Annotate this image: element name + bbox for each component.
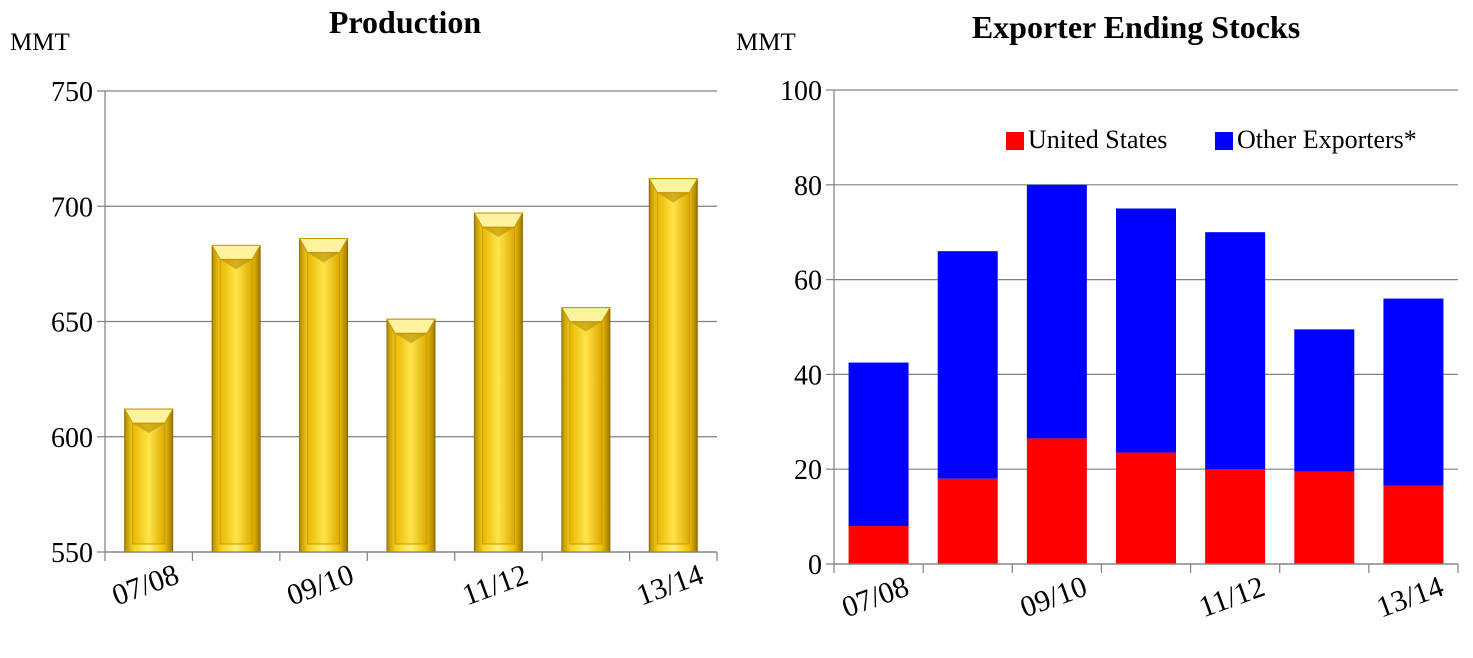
bar-segment [937,478,998,564]
bar-segment [1116,208,1176,453]
bar-top-bevel [298,238,349,254]
bar-segment [1026,184,1087,439]
x-tick-labels: 07/08 09/10 11/12 13/14 [108,558,708,612]
bar [386,318,436,553]
y-tick-label: 700 [51,192,93,223]
legend-label-united-states: United States [1028,125,1167,154]
bar-top-bevel [648,178,699,194]
legend-swatch-other-exporters [1215,132,1233,150]
bar-top-bevel [123,408,174,424]
x-tick-label: 09/10 [1016,570,1092,624]
production-chart-svg: Production MMT 550 600 650 700 750 07/08 09/1… [10,4,718,612]
y-axis-unit-label: MMT [736,29,796,56]
x-tick-label: 13/14 [1372,570,1448,624]
exporter-stocks-chart-svg: Exporter Ending Stocks MMT 020406080100 … [736,9,1459,624]
axes [97,90,718,561]
bar-bevel [132,422,166,545]
bar-segment [1026,438,1087,564]
x-tick-label: 11/12 [1195,570,1269,624]
bar [648,178,699,553]
y-tick-label: 80 [794,171,822,202]
bar-segment [1383,485,1444,564]
y-tick-label: 650 [51,308,93,339]
x-tick-label: 09/10 [283,558,359,612]
bar-segment [1205,469,1266,564]
bar-top-shadow [657,192,690,203]
y-tick-label: 60 [794,266,822,297]
bar-top-shadow [220,259,253,270]
y-tick-labels: 0 20 40 60 80 100 [780,76,822,581]
chart-title: Exporter Ending Stocks [972,9,1300,45]
bar [560,307,611,553]
bar-segment [1383,298,1444,486]
bar-top-bevel [473,212,524,228]
bar [123,408,174,553]
bar-bevel [394,332,428,545]
bar-segment [848,526,909,564]
bar-segment [1294,329,1355,472]
bar-top-bevel [211,244,262,260]
legend-label-other-exporters: Other Exporters* [1237,125,1417,154]
bar-top-bevel [386,318,436,334]
bar-segment [1294,471,1355,564]
y-tick-label: 20 [794,455,822,486]
bar [298,238,349,553]
y-tick-label: 750 [51,77,93,108]
stacked-bars [848,184,1444,564]
bar-bevel [307,252,341,545]
x-tick-label: 13/14 [632,558,708,612]
x-tick-label: 11/12 [458,558,532,612]
bar-bevel [481,226,515,545]
bar-segment [848,362,909,527]
y-tick-label: 100 [780,76,822,107]
bar-top-shadow [307,252,340,263]
x-tick-label: 07/08 [838,570,914,624]
legend-swatch-united-states [1006,132,1024,150]
bar-bevel [569,321,603,545]
y-axis-unit-label: MMT [10,29,70,56]
bar-top-shadow [395,333,427,344]
bar-bevel [219,258,253,545]
bar [473,212,524,553]
bars [123,178,699,553]
bar-segment [1205,232,1266,470]
chart-title: Production [329,4,482,40]
bar-top-shadow [132,423,165,434]
production-chart: Production MMT 550 600 650 700 750 07/08 09/1… [0,0,736,653]
x-tick-label: 07/08 [108,558,184,612]
bar-segment [937,251,998,479]
y-tick-labels: 550 600 650 700 750 [51,77,93,569]
legend: United States Other Exporters* [1006,125,1417,154]
y-tick-label: 550 [51,538,93,569]
exporter-stocks-chart: Exporter Ending Stocks MMT 0 20 40 60 80 100 … [736,0,1473,653]
bar [211,244,262,553]
bar-top-shadow [482,227,515,238]
bar-segment [1116,452,1176,564]
bar-top-bevel [560,307,611,323]
bar-bevel [656,192,690,545]
y-tick-label: 40 [794,360,822,391]
y-tick-label: 600 [51,423,93,454]
y-tick-label: 0 [808,550,822,581]
axes [826,89,1459,573]
x-tick-labels: 07/08 09/10 11/12 13/14 [838,570,1448,624]
bar-top-shadow [569,321,602,332]
